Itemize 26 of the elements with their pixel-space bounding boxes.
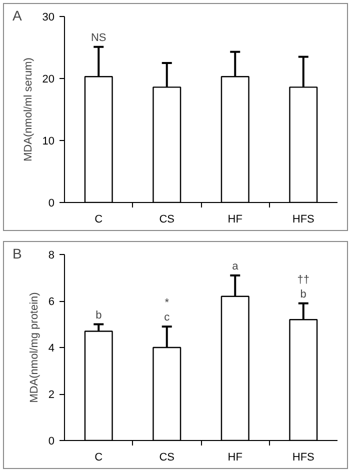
x-tick-label: CS bbox=[159, 214, 175, 226]
y-tick-label: 6 bbox=[48, 296, 55, 308]
y-tick-label: 4 bbox=[48, 342, 55, 354]
annotation: * c bbox=[164, 297, 170, 324]
y-tick-label: 8 bbox=[48, 250, 55, 262]
y-axis-title: MDA(nmol/ml serum) bbox=[22, 58, 34, 162]
annotation: NS bbox=[90, 32, 106, 44]
y-axis-title: MDA(nmol/mg protein) bbox=[28, 292, 40, 403]
x-tick-label: CS bbox=[159, 452, 175, 464]
y-tick-label: 30 bbox=[42, 12, 55, 24]
y-tick-label: 0 bbox=[48, 198, 55, 210]
x-tick-label: HFS bbox=[292, 214, 314, 226]
x-tick-label: HFS bbox=[292, 452, 314, 464]
x-tick-label: HF bbox=[228, 214, 243, 226]
x-tick-label: C bbox=[94, 452, 103, 464]
annotation: a bbox=[232, 260, 240, 272]
y-tick-label: 2 bbox=[48, 389, 55, 401]
y-tick-label: 20 bbox=[42, 74, 55, 86]
chart-title: B bbox=[12, 246, 22, 262]
annotation: b bbox=[96, 309, 102, 322]
y-tick-label: 0 bbox=[48, 436, 55, 448]
y-tick-label: 10 bbox=[42, 136, 55, 148]
x-tick-label: HF bbox=[228, 452, 243, 464]
chart-title: A bbox=[12, 8, 22, 24]
x-tick-label: C bbox=[94, 214, 103, 226]
annotation: †† b bbox=[297, 274, 310, 300]
